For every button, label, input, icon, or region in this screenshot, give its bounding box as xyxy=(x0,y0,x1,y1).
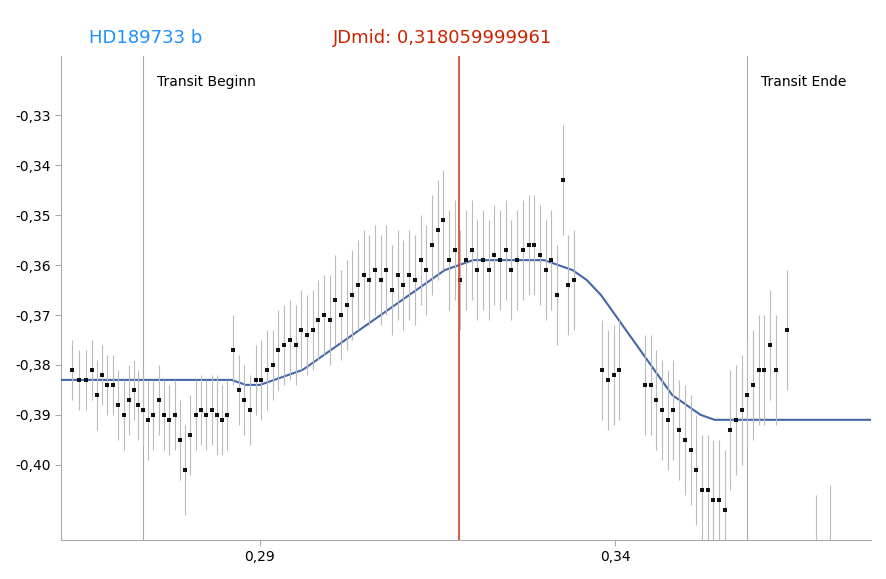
Text: Transit Beginn: Transit Beginn xyxy=(157,75,256,90)
Text: HD189733 b: HD189733 b xyxy=(89,29,202,47)
Text: JDmid: 0,318059999961: JDmid: 0,318059999961 xyxy=(333,29,553,47)
Text: Transit Ende: Transit Ende xyxy=(761,75,846,90)
